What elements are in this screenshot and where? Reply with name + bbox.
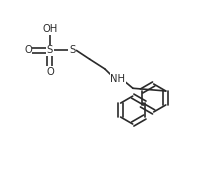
- Text: OH: OH: [42, 24, 57, 34]
- Text: NH: NH: [110, 74, 125, 84]
- Text: S: S: [47, 45, 53, 55]
- Text: S: S: [69, 45, 75, 55]
- Text: O: O: [46, 67, 54, 77]
- Text: O: O: [24, 45, 32, 55]
